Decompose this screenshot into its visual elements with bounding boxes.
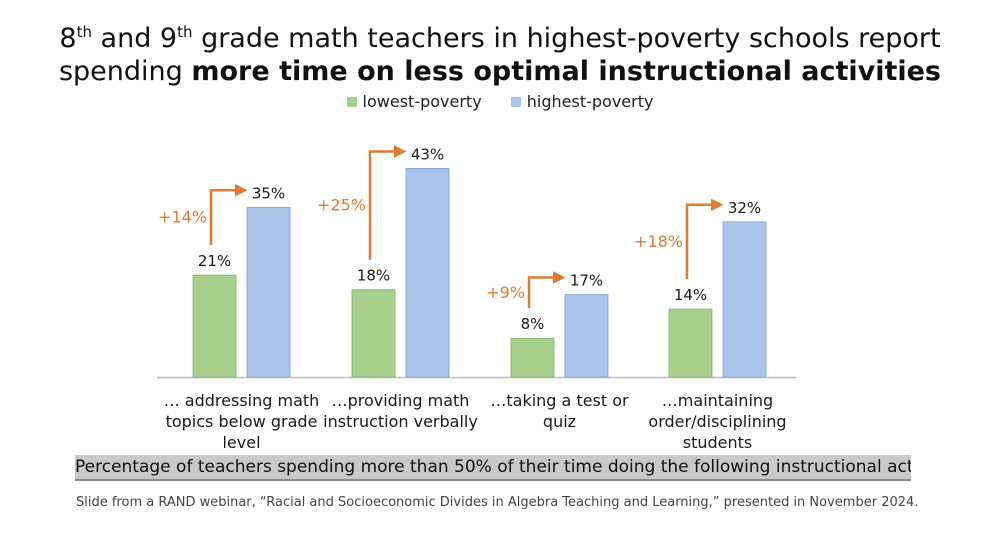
x-tick-label: topics below grade bbox=[166, 412, 318, 431]
legend-swatch bbox=[346, 97, 357, 107]
data-label-lowest-poverty: 18% bbox=[357, 267, 390, 285]
difference-label: +9% bbox=[486, 283, 525, 302]
difference-arrow bbox=[527, 271, 566, 309]
x-tick-label: quiz bbox=[543, 412, 576, 431]
data-label-lowest-poverty: 14% bbox=[674, 286, 707, 304]
bar-lowest-poverty bbox=[192, 274, 237, 378]
legend-swatch bbox=[510, 97, 521, 107]
chart-legend: lowest-poverty highest-poverty bbox=[0, 92, 1000, 111]
data-label-highest-poverty: 17% bbox=[570, 272, 603, 290]
title-superscript: th bbox=[76, 23, 92, 41]
title-text: 8 bbox=[59, 23, 77, 54]
data-label-lowest-poverty: 21% bbox=[198, 252, 231, 270]
bar-highest-poverty bbox=[722, 221, 767, 378]
legend-label: highest-poverty bbox=[526, 92, 654, 111]
title-superscript: th bbox=[177, 23, 193, 41]
difference-label: +18% bbox=[634, 232, 683, 251]
bar-highest-poverty bbox=[564, 294, 609, 378]
x-tick-label: instruction verbally bbox=[323, 412, 478, 431]
difference-arrow bbox=[685, 198, 724, 280]
title-bold-text: more time on less optimal instructional … bbox=[191, 56, 942, 87]
x-tick-label: order/disciplining bbox=[648, 412, 786, 431]
legend-label: lowest-poverty bbox=[362, 92, 482, 111]
data-label-highest-poverty: 43% bbox=[411, 145, 444, 163]
bar-chart: 21% 35% +14% … addressing math topics below … bbox=[157, 145, 796, 452]
title-text: and 9 bbox=[91, 23, 178, 54]
difference-arrow bbox=[209, 184, 248, 246]
bar-lowest-poverty bbox=[510, 337, 555, 378]
difference-arrow bbox=[368, 145, 407, 260]
chart-caption: Percentage of teachers spending more tha… bbox=[75, 455, 911, 481]
bar-highest-poverty bbox=[246, 206, 291, 378]
data-label-highest-poverty: 32% bbox=[728, 199, 761, 217]
difference-label: +14% bbox=[158, 208, 207, 227]
difference-label: +25% bbox=[317, 196, 366, 215]
title-text: spending bbox=[58, 56, 192, 87]
data-label-lowest-poverty: 8% bbox=[521, 315, 545, 333]
x-tick-label: … addressing math bbox=[164, 391, 320, 410]
title-line-1: 8th and 9th grade math teachers in highe… bbox=[0, 22, 1000, 55]
source-note: Slide from a RAND webinar, “Racial and S… bbox=[76, 495, 919, 510]
x-tick-label: …maintaining bbox=[662, 391, 773, 410]
bar-lowest-poverty bbox=[668, 308, 713, 378]
legend-item-lowest-poverty: lowest-poverty bbox=[346, 92, 482, 111]
x-tick-label: students bbox=[683, 433, 753, 452]
x-tick-label: …taking a test or bbox=[490, 391, 629, 410]
bar-lowest-poverty bbox=[351, 289, 396, 378]
x-tick-label: …providing math bbox=[332, 391, 470, 410]
legend-item-highest-poverty: highest-poverty bbox=[510, 92, 654, 111]
title-line-2: spending more time on less optimal instr… bbox=[0, 55, 1000, 88]
data-label-highest-poverty: 35% bbox=[252, 184, 285, 202]
x-tick-label: level bbox=[222, 433, 260, 452]
chart-title: 8th and 9th grade math teachers in highe… bbox=[0, 22, 1000, 88]
bar-highest-poverty bbox=[405, 168, 450, 378]
title-text: grade math teachers in highest-poverty s… bbox=[192, 23, 941, 54]
